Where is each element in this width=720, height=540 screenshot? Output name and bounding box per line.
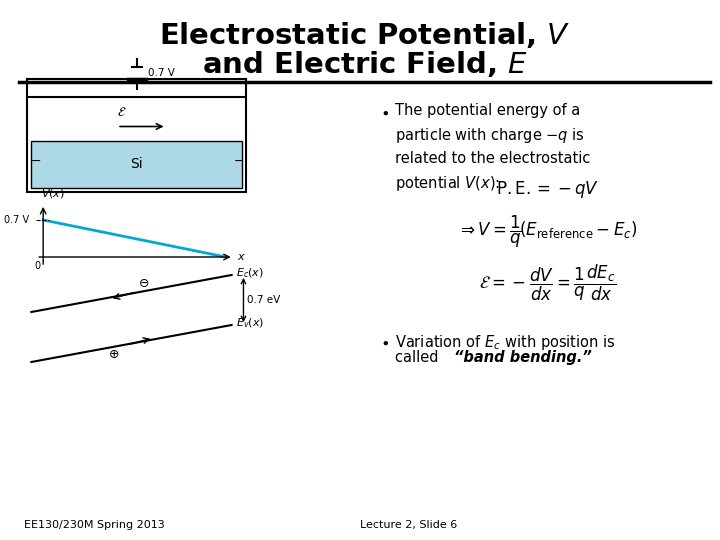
Text: called: called: [395, 350, 444, 365]
Text: $V(x)$: $V(x)$: [41, 187, 66, 200]
Text: 0.7 eV: 0.7 eV: [248, 295, 281, 305]
Text: $x$: $x$: [237, 252, 246, 262]
Text: $E_c(x)$: $E_c(x)$: [235, 266, 264, 280]
Text: $\mathcal{E} = -\dfrac{dV}{dx} = \dfrac{1}{q}\dfrac{dE_c}{dx}$: $\mathcal{E} = -\dfrac{dV}{dx} = \dfrac{…: [479, 263, 616, 303]
Text: The potential energy of a
particle with charge $-q$ is
related to the electrosta: The potential energy of a particle with …: [395, 103, 591, 193]
Text: $\mathrm{P.E.} = -qV$: $\mathrm{P.E.} = -qV$: [495, 179, 599, 200]
Text: $\bullet$: $\bullet$: [379, 105, 389, 120]
Text: $-$: $-$: [30, 154, 41, 167]
Text: Si: Si: [130, 157, 143, 171]
Text: $\mathcal{E}$: $\mathcal{E}$: [117, 106, 127, 119]
Text: $-$: $-$: [233, 154, 244, 167]
Text: Lecture 2, Slide 6: Lecture 2, Slide 6: [360, 520, 457, 530]
Text: Variation of $E_c$ with position is: Variation of $E_c$ with position is: [395, 333, 616, 352]
Text: 0: 0: [34, 261, 40, 271]
Text: $\ominus$: $\ominus$: [138, 277, 149, 290]
Bar: [27, 97, 246, 192]
Text: $E_v(x)$: $E_v(x)$: [235, 316, 264, 330]
Bar: [32, 140, 243, 188]
Text: Electrostatic Potential, $V$: Electrostatic Potential, $V$: [159, 20, 570, 50]
Text: “band bending.”: “band bending.”: [454, 350, 591, 365]
Text: and Electric Field, $E$: and Electric Field, $E$: [202, 49, 528, 79]
Text: 0.7 V: 0.7 V: [4, 215, 30, 225]
Text: EE130/230M Spring 2013: EE130/230M Spring 2013: [24, 520, 165, 530]
Text: $\Rightarrow V = \dfrac{1}{q}\!\left(E_{\mathrm{reference}} - E_c\right)$: $\Rightarrow V = \dfrac{1}{q}\!\left(E_{…: [457, 214, 638, 250]
Text: $\oplus$: $\oplus$: [108, 348, 120, 361]
Text: $\bullet$: $\bullet$: [379, 335, 389, 350]
Text: 0.7 V: 0.7 V: [148, 68, 175, 78]
